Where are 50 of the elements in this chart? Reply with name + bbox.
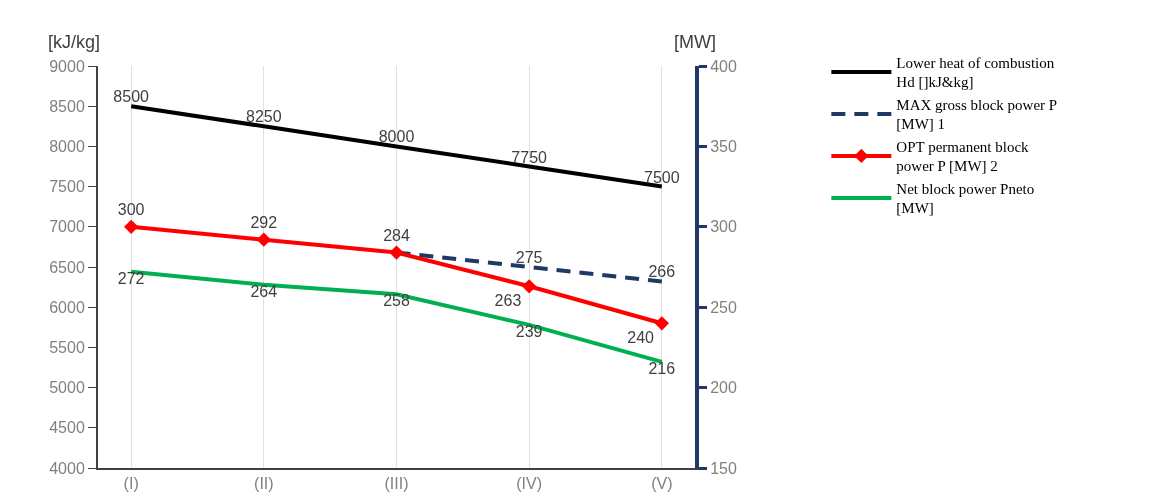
y-tick-label: 4500	[49, 419, 85, 437]
y2-tick-label: 250	[710, 298, 737, 316]
x-tick-label: (V)	[651, 475, 673, 493]
x-tick-label: (IV)	[516, 475, 543, 493]
legend-label: OPT permanent block power P [MW] 2	[896, 139, 1030, 175]
point	[389, 245, 404, 260]
point	[654, 316, 669, 331]
y2-tick-label: 350	[710, 138, 737, 155]
y-tick-label: 5000	[49, 379, 85, 397]
y-tick-label: 4000	[49, 459, 85, 477]
data-label: 8500	[113, 88, 150, 106]
y-tick-label: 5500	[49, 339, 85, 356]
y-tick-label: 9000	[49, 57, 85, 75]
data-label: 8250	[246, 108, 282, 126]
point	[522, 279, 537, 294]
data-label: 263	[494, 292, 522, 310]
y-tick-label: 7000	[49, 218, 85, 236]
y-tick-label: 7500	[49, 178, 85, 196]
data-label: 266	[648, 263, 676, 281]
data-label: 300	[117, 200, 145, 218]
data-label: 275	[515, 249, 543, 266]
y2-tick-label: 200	[710, 379, 737, 397]
data-label: 7750	[511, 148, 548, 166]
x-tick-label: (I)	[123, 475, 139, 493]
y2-tick-label: 300	[710, 218, 737, 236]
point	[256, 232, 271, 247]
point	[124, 219, 139, 234]
data-label: 264	[250, 282, 278, 300]
y2-tick-label: 400	[710, 57, 737, 75]
data-label: 240	[627, 329, 655, 347]
data-label: 7500	[644, 168, 680, 186]
data-label: 239	[515, 322, 543, 340]
y-tick-label: 6500	[49, 258, 85, 276]
y-tick-label: 8000	[49, 138, 85, 155]
x-tick-label: (II)	[254, 475, 274, 493]
y-tick-label: 6000	[49, 298, 85, 316]
y-axis-title: [kJ/kg]	[48, 32, 101, 52]
x-tick-label: (III)	[384, 475, 409, 493]
data-label: 284	[383, 226, 410, 244]
legend-label: Lower heat of combustion Hd []kJ&kg]	[896, 55, 1055, 91]
legend-label: Net block power Pneto [MW]	[896, 181, 1035, 217]
data-label: 216	[648, 359, 676, 377]
y-tick-label: 8500	[49, 97, 85, 115]
legend-label: MAX gross block power P [MW] 1	[896, 97, 1058, 133]
data-label: 292	[250, 213, 278, 231]
data-label: 258	[383, 292, 410, 310]
data-label: 272	[117, 269, 145, 287]
y2-tick-label: 150	[710, 459, 737, 477]
data-label: 8000	[378, 128, 415, 146]
y2-axis-title: [MW]	[674, 32, 716, 52]
